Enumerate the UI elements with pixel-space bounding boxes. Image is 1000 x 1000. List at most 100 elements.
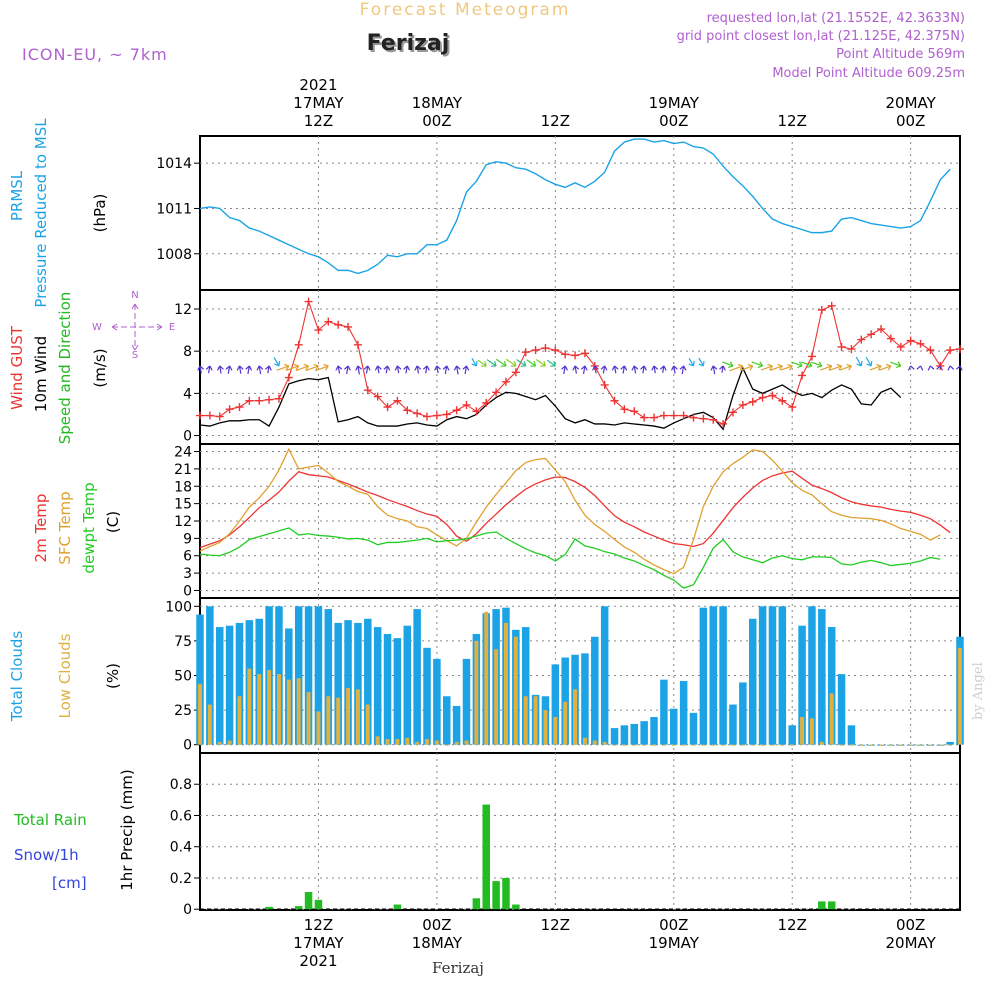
- arrow-shaft: [425, 365, 428, 374]
- total-cloud-bar: [739, 682, 747, 745]
- gust-marker: [877, 325, 886, 334]
- point-altitude: Point Altitude 569m: [836, 47, 965, 62]
- arrow-shaft: [829, 365, 842, 371]
- meteogram-title: Forecast Meteogram: [360, 0, 571, 20]
- y-tick-label: 12: [174, 302, 192, 318]
- wind-direction-arrow: [197, 365, 205, 374]
- gust-marker: [699, 414, 708, 423]
- total-cloud-bar: [640, 721, 648, 745]
- total-cloud-bar: [798, 625, 806, 745]
- bottom-time-label: 20MAY: [886, 934, 937, 952]
- arrow-shaft: [800, 361, 813, 367]
- arrow-shaft: [653, 365, 656, 374]
- wind-panel: [196, 297, 964, 431]
- arrow-head: [500, 361, 507, 367]
- arrow-head: [394, 365, 402, 371]
- low-cloud-bar: [642, 744, 647, 746]
- gust-marker: [689, 413, 698, 422]
- arrow-head: [679, 365, 687, 371]
- total-cloud-bar: [709, 606, 717, 745]
- low-cloud-bar: [760, 744, 765, 746]
- arrow-head: [520, 361, 527, 367]
- arrow-head: [422, 365, 430, 371]
- requested-coords: requested lon,lat (21.1552E, 42.3633N): [707, 11, 965, 26]
- low-cloud-bar: [247, 668, 252, 745]
- gust-marker: [442, 410, 451, 419]
- total-cloud-bar: [561, 657, 569, 745]
- low-cloud-bar: [928, 744, 933, 746]
- arrow-head: [777, 363, 783, 371]
- low-cloud-bar: [563, 701, 568, 745]
- low-cloud-bar: [879, 744, 884, 746]
- arrow-shaft: [751, 361, 763, 367]
- arrow-head: [885, 363, 892, 371]
- arrow-head: [670, 365, 678, 371]
- wind-direction-arrow: [305, 363, 319, 372]
- temp-2m-line: [199, 470, 951, 549]
- gust-marker: [896, 342, 905, 351]
- y-tick-label: 0: [183, 902, 192, 918]
- arrow-shaft: [199, 365, 202, 374]
- arrow-head: [710, 365, 718, 371]
- y-tick-label: 6: [183, 549, 192, 565]
- low-cloud-bar: [859, 744, 864, 746]
- total-cloud-bar: [946, 741, 954, 745]
- wind-direction-arrow: [496, 358, 507, 367]
- arrow-head: [927, 365, 935, 371]
- compass-s: S: [132, 350, 138, 361]
- wind-direction-arrow: [741, 363, 754, 371]
- arrow-head: [747, 363, 754, 371]
- gust-marker: [482, 398, 491, 407]
- pressure-label: Pressure Reduced to MSL: [32, 118, 50, 308]
- low-cloud-bar: [553, 717, 558, 745]
- total-cloud-bar: [294, 606, 303, 745]
- arrow-head: [806, 361, 813, 368]
- watermark: by Angel: [971, 662, 986, 720]
- arrow-head: [846, 363, 852, 371]
- low-cloud-bar: [198, 683, 202, 745]
- wind-direction-arrow: [710, 365, 718, 375]
- y-tick-label: 0.8: [170, 777, 192, 793]
- wind-direction-arrow: [722, 361, 734, 368]
- rain-bar: [393, 904, 402, 910]
- gust-marker: [284, 373, 293, 382]
- arrow-head: [947, 365, 955, 371]
- top-time-label: 12Z: [541, 112, 570, 130]
- rain-bar: [492, 881, 500, 910]
- arrow-head: [363, 365, 371, 371]
- low-cloud-bar: [582, 737, 587, 745]
- arrow-head: [787, 363, 793, 371]
- arrow-shaft: [613, 365, 617, 374]
- model-label: ICON-EU, ~ 7km: [22, 45, 168, 64]
- arrow-shaft: [673, 365, 676, 374]
- low-cloud-bar: [918, 744, 923, 746]
- low-cloud-bar: [661, 744, 666, 746]
- gust-marker: [906, 336, 915, 345]
- y-tick-label: 8: [183, 344, 192, 360]
- wind-direction-arrow: [865, 356, 873, 367]
- low-cloud-bar: [592, 740, 597, 745]
- arrow-shaft: [219, 365, 222, 374]
- wind-direction-arrow: [422, 365, 430, 374]
- top-time-label: 17MAY: [293, 94, 344, 112]
- total-cloud-bar: [521, 627, 530, 745]
- wind-direction-arrow: [355, 365, 362, 375]
- y-tick-label: 1014: [156, 156, 192, 172]
- gust-marker: [215, 412, 224, 421]
- arrow-head: [323, 363, 329, 371]
- total-cloud-bar: [443, 696, 451, 745]
- arrow-shaft: [721, 365, 724, 373]
- wind-direction-arrow: [829, 363, 843, 371]
- total-cloud-bar: [354, 622, 362, 745]
- arrow-head: [293, 363, 300, 371]
- arrow-head: [471, 360, 478, 367]
- arrow-head: [659, 365, 667, 371]
- arrow-head: [767, 363, 773, 371]
- wind-direction-arrow: [286, 363, 300, 372]
- gust-marker: [383, 403, 392, 412]
- wind-direction-arrow: [855, 356, 863, 367]
- low-cloud-bar: [908, 744, 913, 746]
- y-tick-label: 1008: [156, 247, 192, 263]
- arrow-head: [866, 360, 873, 367]
- gust-marker: [196, 411, 204, 420]
